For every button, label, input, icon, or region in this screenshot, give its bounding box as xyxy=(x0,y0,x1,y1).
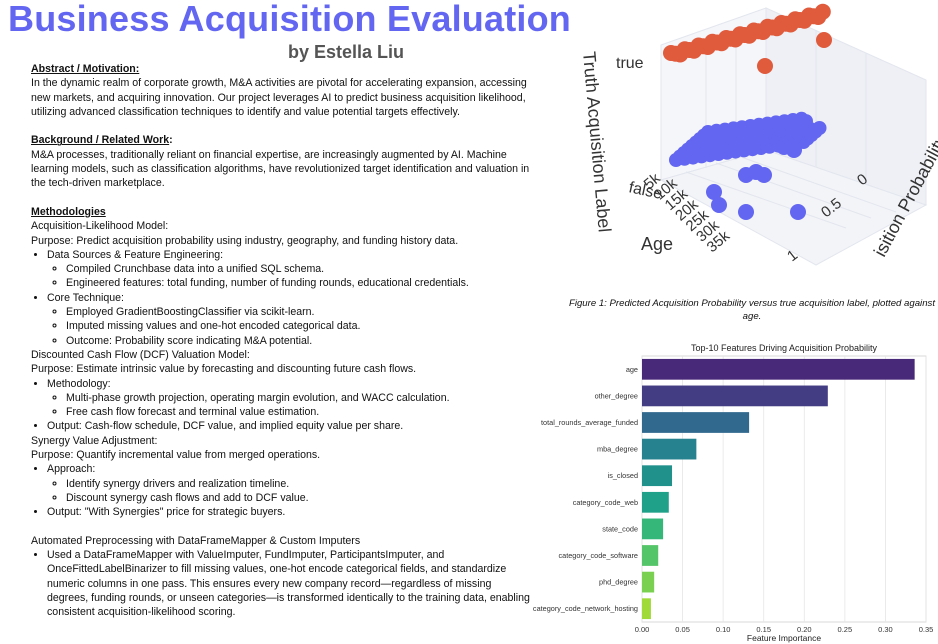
list-item: Discount synergy cash flows and add to D… xyxy=(66,491,531,505)
acq-title: Acquisition-Likelihood Model: xyxy=(31,220,169,233)
dcf-list: Methodology: Multi-phase growth projecti… xyxy=(31,377,531,434)
x-axis-label: Age xyxy=(641,234,673,254)
list-item: Compiled Crunchbase data into a unified … xyxy=(66,262,531,276)
x-tick-label: 0.15 xyxy=(756,625,771,634)
methods-heading: Methodologies xyxy=(31,205,106,218)
x-tick-label: 0.20 xyxy=(797,625,812,634)
true-point xyxy=(814,3,831,20)
list-item: Free cash flow forecast and terminal val… xyxy=(66,405,531,419)
false-point xyxy=(706,184,722,200)
x-tick-label: 0.00 xyxy=(635,625,650,634)
dcf-title: Discounted Cash Flow (DCF) Valuation Mod… xyxy=(31,348,250,361)
list-item: Used a DataFrameMapper with ValueImputer… xyxy=(47,548,531,619)
list-item: Imputed missing values and one-hot encod… xyxy=(66,319,531,333)
x-tick-label: 0.30 xyxy=(878,625,893,634)
syn-list: Approach: Identify synergy drivers and r… xyxy=(31,462,531,519)
false-point xyxy=(812,121,827,135)
false-point xyxy=(794,111,809,126)
bar-mba-degree xyxy=(642,438,697,460)
z-tick-true: true xyxy=(616,55,644,72)
false-point xyxy=(738,204,754,220)
z-axis-label: Truth Acquisition Label xyxy=(579,51,615,234)
poster-title: Business Acquisition Evaluation xyxy=(8,0,571,39)
z-tick-false: false xyxy=(627,179,664,203)
list-item: Output: "With Synergies" price for strat… xyxy=(47,505,531,519)
acq-purpose: Purpose: Predict acquisition probability… xyxy=(31,234,459,247)
x-tick-label: 0.25 xyxy=(838,625,853,634)
list-item: Outcome: Probability score indicating M&… xyxy=(66,334,531,348)
false-point xyxy=(748,164,764,180)
true-point xyxy=(757,58,773,74)
x-tick-label: 0.35 xyxy=(919,625,934,634)
bar-category-code-software xyxy=(642,545,659,566)
auto-list: Used a DataFrameMapper with ValueImputer… xyxy=(31,548,531,619)
category-label: state_code xyxy=(602,524,638,533)
background-heading-line: Background / Related Work: xyxy=(31,133,531,147)
category-label: is_closed xyxy=(608,471,638,480)
category-label: mba_degree xyxy=(597,445,638,454)
bar-chart-title: Top-10 Features Driving Acquisition Prob… xyxy=(691,343,878,353)
category-label: total_rounds_average_funded xyxy=(541,418,638,427)
false-points xyxy=(669,111,827,220)
false-point xyxy=(790,204,806,220)
true-point xyxy=(816,32,832,48)
category-label: category_code_web xyxy=(573,498,638,507)
syn-title: Synergy Value Adjustment: xyxy=(31,434,158,447)
background-heading: Background / Related Work xyxy=(31,134,170,147)
x-tick-label: 0.05 xyxy=(675,625,690,634)
false-point xyxy=(776,139,792,155)
bar-other-degree xyxy=(642,385,828,407)
list-item: Approach: Identify synergy drivers and r… xyxy=(47,462,531,505)
bar-category-code-network-hosting xyxy=(642,598,651,620)
poster-author: by Estella Liu xyxy=(288,42,405,62)
auto-title: Automated Preprocessing with DataFrameMa… xyxy=(31,534,361,547)
category-label: other_degree xyxy=(595,391,638,400)
false-point xyxy=(790,124,806,140)
category-label: category_code_software xyxy=(558,551,638,560)
category-label: age xyxy=(626,365,638,374)
bar-total-rounds-average-funded xyxy=(642,412,750,433)
background-text: M&A processes, traditionally reliant on … xyxy=(31,148,530,190)
bar-chart-xlabel: Feature Importance xyxy=(747,633,821,643)
abstract-text: In the dynamic realm of corporate growth… xyxy=(31,77,527,118)
bar-category-code-web xyxy=(642,491,669,513)
bar-is-closed xyxy=(642,465,673,487)
category-label: phd_degree xyxy=(599,578,638,587)
list-item: Core Technique: Employed GradientBoostin… xyxy=(47,291,531,348)
poster-body-text: Abstract / Motivation: In the dynamic re… xyxy=(31,62,531,620)
syn-purpose: Purpose: Quantify incremental value from… xyxy=(31,449,321,462)
x-tick-label: 0.10 xyxy=(716,625,731,634)
abstract-heading: Abstract / Motivation: xyxy=(31,63,140,75)
list-item: Output: Cash-flow schedule, DCF value, a… xyxy=(47,419,531,433)
acq-list: Data Sources & Feature Engineering: Comp… xyxy=(31,248,531,348)
figure1-caption: Figure 1: Predicted Acquisition Probabil… xyxy=(568,298,935,322)
dcf-purpose: Purpose: Estimate intrinsic value by for… xyxy=(31,363,417,376)
bar-age xyxy=(642,358,915,380)
background-heading-colon: : xyxy=(169,134,173,147)
list-item: Multi-phase growth projection, operating… xyxy=(66,391,531,405)
list-item: Engineered features: total funding, numb… xyxy=(66,276,531,290)
list-item: Methodology: Multi-phase growth projecti… xyxy=(47,377,531,420)
list-item: Employed GradientBoostingClassifier via … xyxy=(66,305,531,319)
list-item: Data Sources & Feature Engineering: Comp… xyxy=(47,248,531,291)
false-point xyxy=(711,197,727,213)
bar-state-code xyxy=(642,518,664,540)
list-item: Identify synergy drivers and realization… xyxy=(66,477,531,491)
category-label: category_code_network_hosting xyxy=(533,604,638,613)
feature-importance-bar-chart: Top-10 Features Driving Acquisition Prob… xyxy=(533,343,934,643)
bar-phd-degree xyxy=(642,571,655,593)
true-points xyxy=(663,3,832,74)
